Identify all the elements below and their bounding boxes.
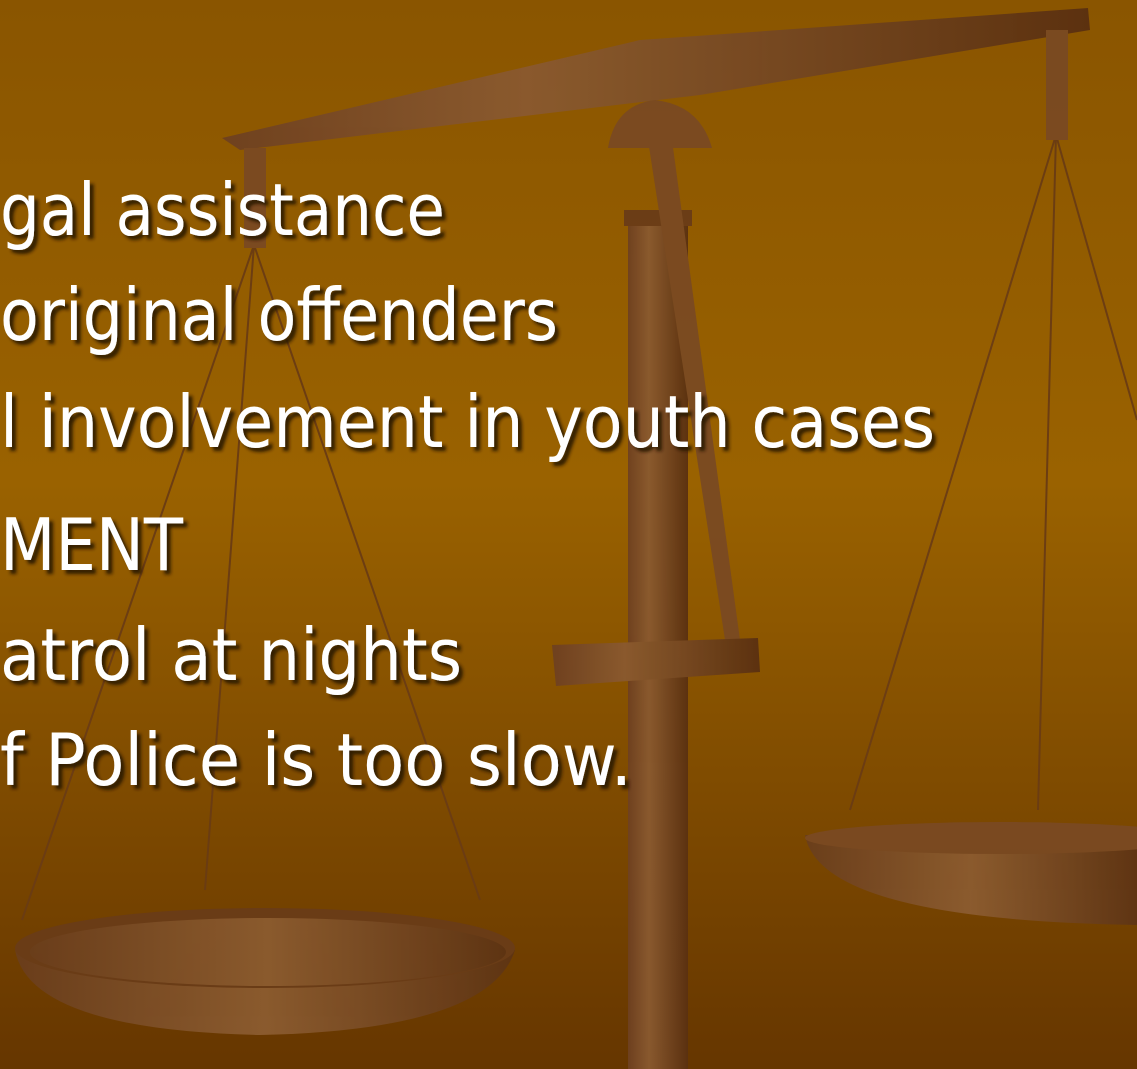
- text-line: l involvement in youth cases: [0, 380, 935, 464]
- text-line: atrol at nights: [0, 613, 462, 697]
- text-line: f Police is too slow.: [0, 718, 632, 802]
- scale-illustration: [15, 8, 1137, 1069]
- text-line: MENT: [0, 503, 184, 587]
- text-line: gal assistance: [0, 168, 445, 252]
- text-line: original offenders: [0, 273, 558, 357]
